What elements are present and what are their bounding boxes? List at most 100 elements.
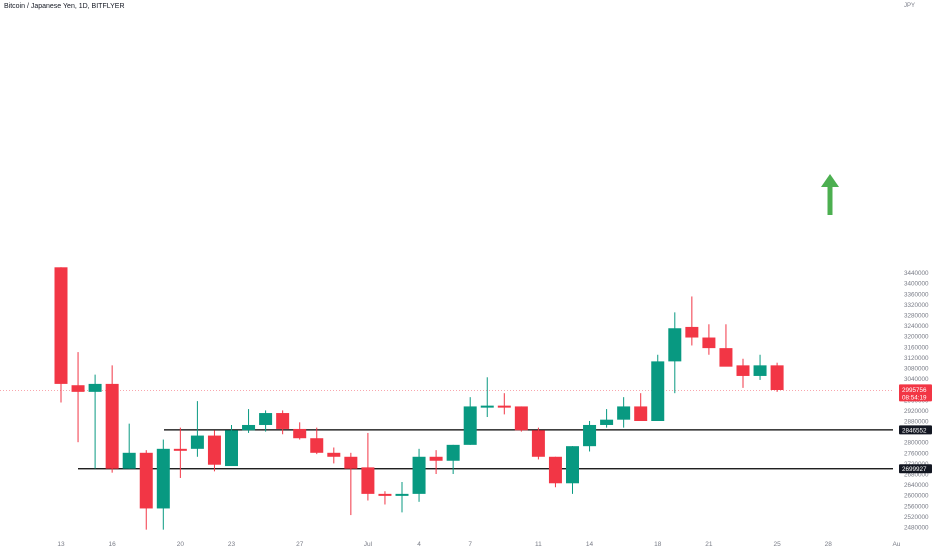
candle-body bbox=[54, 267, 68, 384]
candle-body bbox=[88, 383, 102, 392]
candle bbox=[207, 430, 221, 472]
candle-body bbox=[395, 493, 409, 496]
x-tick-label: 4 bbox=[417, 541, 421, 548]
price-axis[interactable]: 2480000 2520000 2560000 2600000 2640000 26800… bbox=[899, 270, 932, 532]
candle-body bbox=[583, 424, 597, 447]
candle bbox=[617, 397, 631, 428]
candle bbox=[293, 422, 307, 440]
x-tick-label: 23 bbox=[228, 541, 236, 548]
y-tick-label: 2760000 bbox=[904, 450, 929, 457]
y-tick-label: 3320000 bbox=[904, 302, 929, 309]
y-tick-label: 3440000 bbox=[904, 270, 929, 277]
x-tick-label: 18 bbox=[654, 541, 662, 548]
horizontal-lines-layer bbox=[78, 429, 893, 470]
candle bbox=[668, 312, 682, 394]
candle-body bbox=[293, 428, 307, 439]
candle bbox=[634, 393, 648, 421]
candle-body bbox=[617, 406, 631, 420]
candle-body bbox=[361, 467, 375, 494]
candle bbox=[770, 362, 784, 392]
candle-body bbox=[702, 337, 716, 349]
candle-body bbox=[190, 435, 204, 449]
candle bbox=[173, 427, 187, 478]
candle-body bbox=[463, 406, 477, 445]
candle bbox=[736, 358, 750, 388]
candle bbox=[600, 409, 614, 428]
candle-body bbox=[566, 446, 579, 484]
candle-body bbox=[429, 456, 443, 461]
candle-body bbox=[719, 348, 733, 367]
y-tick-label: 3080000 bbox=[904, 366, 929, 373]
candle-body bbox=[736, 365, 750, 376]
candle bbox=[310, 427, 324, 455]
candle-body bbox=[514, 406, 528, 431]
y-tick-label: 3160000 bbox=[904, 344, 929, 351]
candle-body bbox=[207, 435, 221, 465]
candle-body bbox=[753, 365, 767, 376]
candle bbox=[327, 447, 341, 464]
candle bbox=[583, 421, 597, 452]
y-tick-label: 2680000 bbox=[904, 472, 929, 479]
y-tick-label: 2480000 bbox=[904, 525, 929, 532]
candle-body bbox=[378, 493, 392, 496]
candle-body bbox=[225, 430, 238, 467]
candle-body bbox=[139, 452, 153, 509]
last-price-box bbox=[899, 384, 932, 402]
y-tick-label: 3400000 bbox=[904, 281, 929, 288]
candle bbox=[276, 410, 290, 435]
candles-layer bbox=[54, 267, 784, 530]
y-tick-label: 3240000 bbox=[904, 323, 929, 330]
candle-body bbox=[600, 419, 614, 425]
candle bbox=[514, 406, 528, 432]
price-marker-box bbox=[899, 425, 932, 435]
candle bbox=[378, 491, 392, 505]
candle-body bbox=[156, 448, 170, 509]
candle bbox=[480, 377, 494, 418]
candle-body bbox=[497, 405, 511, 408]
x-tick-label: 25 bbox=[773, 541, 781, 548]
candle bbox=[190, 401, 204, 457]
time-axis[interactable]: 13 16 20 23 27 Jul 4 7 11 14 18 21 25 28 Au bbox=[57, 541, 900, 548]
y-tick-label: 2520000 bbox=[904, 514, 929, 521]
price-marker-label: 2699927 bbox=[902, 466, 927, 473]
y-tick-label: 2800000 bbox=[904, 440, 929, 447]
up-arrow-shaft bbox=[827, 185, 833, 215]
y-tick-label: 3120000 bbox=[904, 355, 929, 362]
x-tick-label: Jul bbox=[364, 541, 373, 548]
candle-body bbox=[242, 424, 256, 431]
candle bbox=[497, 393, 511, 415]
candle bbox=[156, 439, 170, 530]
y-tick-label: 2920000 bbox=[904, 408, 929, 415]
candle bbox=[548, 456, 562, 488]
price-marker: 2699927 bbox=[899, 464, 932, 474]
candle-body bbox=[344, 456, 358, 469]
x-tick-label: 20 bbox=[177, 541, 185, 548]
candle-body bbox=[634, 406, 648, 421]
y-tick-label: 2560000 bbox=[904, 503, 929, 510]
y-tick-label: 3280000 bbox=[904, 313, 929, 320]
candle bbox=[719, 324, 733, 367]
x-tick-label: 27 bbox=[296, 541, 304, 548]
candle-body bbox=[446, 444, 460, 461]
candle bbox=[395, 481, 409, 513]
x-tick-label: 13 bbox=[57, 541, 65, 548]
candle bbox=[71, 352, 85, 443]
y-tick-label: 2640000 bbox=[904, 482, 929, 489]
candle-body bbox=[310, 438, 324, 453]
x-tick-label: 14 bbox=[586, 541, 594, 548]
candle-body bbox=[548, 456, 562, 484]
currency-unit: JPY bbox=[904, 3, 916, 9]
candle-body bbox=[412, 456, 426, 494]
candle bbox=[651, 354, 665, 421]
candle bbox=[463, 397, 477, 445]
candle bbox=[361, 432, 375, 501]
x-tick-label: Au bbox=[892, 541, 900, 548]
up-arrow-head bbox=[821, 174, 839, 187]
candle bbox=[259, 410, 273, 432]
candle-body bbox=[122, 452, 136, 469]
candle bbox=[566, 446, 579, 494]
candle bbox=[122, 423, 136, 469]
candle bbox=[531, 427, 545, 460]
